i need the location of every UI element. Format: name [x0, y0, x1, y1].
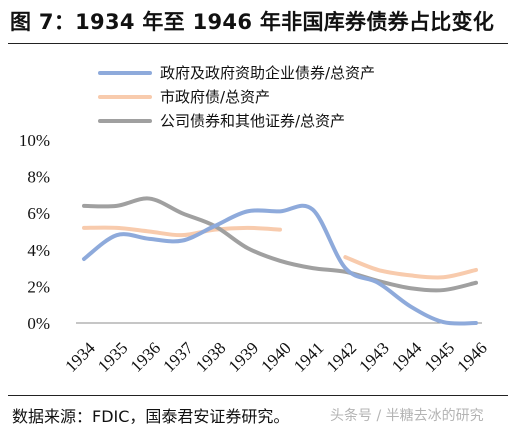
series-3-point-1945 — [441, 288, 445, 292]
y-tick-label: 0% — [27, 314, 50, 333]
x-tick-label: 1940 — [257, 338, 294, 375]
series-3-point-1941 — [311, 266, 315, 270]
y-tick-label: 8% — [27, 168, 50, 187]
series-1-point-1941 — [311, 207, 315, 212]
legend-label-3: 公司债券和其他证券/总资产 — [160, 112, 345, 130]
x-tick-label: 1945 — [421, 338, 458, 375]
series-line-1 — [82, 203, 478, 326]
y-tick-label: 10% — [19, 131, 50, 150]
x-tick-label: 1937 — [159, 338, 197, 376]
watermark: 头条号 / 半糖去冰的研究 — [330, 408, 484, 424]
series-1-point-1936 — [147, 237, 151, 241]
series-2-point-1934 — [82, 226, 86, 230]
series-1-point-1945 — [441, 320, 445, 324]
series-2-point-1946 — [474, 268, 478, 272]
series-3-point-1934 — [82, 204, 86, 208]
series-1-point-1937 — [180, 239, 184, 243]
series-2-point-1943 — [376, 268, 380, 272]
series-group — [82, 196, 478, 326]
y-tick-label: 2% — [27, 277, 50, 296]
series-3-point-1936 — [147, 196, 151, 201]
series-2-point-1942 — [343, 255, 347, 259]
series-2-point-1937 — [180, 233, 184, 237]
title-rule — [8, 43, 508, 44]
x-tick-label: 1946 — [453, 338, 490, 375]
series-3-point-1944 — [409, 286, 413, 290]
series-1-point-1938 — [213, 224, 217, 228]
series-1-point-1935 — [115, 233, 119, 237]
series-1-point-1934 — [82, 257, 86, 261]
series-1-point-1943 — [376, 281, 380, 285]
series-3-point-1940 — [278, 259, 282, 263]
legend-label-2: 市政府债/总资产 — [160, 88, 270, 106]
series-3-point-1946 — [474, 281, 478, 285]
x-tick-label: 1935 — [94, 338, 131, 375]
series-1-point-1942 — [343, 266, 347, 270]
x-tick-label: 1938 — [192, 338, 229, 375]
x-tick-label: 1942 — [323, 338, 360, 375]
source-rule — [8, 395, 508, 396]
series-1-point-1940 — [278, 209, 282, 213]
x-tick-label: 1934 — [61, 338, 99, 376]
series-2-point-1945 — [441, 275, 445, 279]
x-tick-label: 1944 — [388, 338, 426, 376]
series-2-point-1935 — [115, 226, 119, 230]
source-note: 数据来源：FDIC，国泰君安证券研究。 — [12, 407, 290, 426]
x-tick-label: 1943 — [355, 338, 392, 375]
x-tick-label: 1941 — [290, 338, 327, 375]
series-3-point-1939 — [245, 246, 249, 250]
series-1-point-1944 — [409, 304, 413, 309]
x-tick-label: 1939 — [225, 338, 262, 375]
x-tick-label: 1936 — [127, 338, 164, 375]
series-3-point-1935 — [115, 204, 119, 208]
series-2-point-1938 — [213, 228, 217, 232]
figure-title: 图 7：1934 年至 1946 年非国库券债券占比变化 — [10, 10, 495, 34]
series-2-point-1939 — [245, 226, 249, 230]
series-2-point-1940 — [278, 228, 282, 232]
series-1-point-1939 — [245, 209, 249, 213]
y-tick-label: 4% — [27, 241, 50, 260]
series-3-point-1937 — [180, 211, 184, 215]
series-1-point-1946 — [474, 321, 478, 325]
y-tick-label: 6% — [27, 204, 50, 223]
series-2-point-1944 — [409, 273, 413, 278]
series-2-point-1936 — [147, 229, 151, 234]
legend-label-1: 政府及政府资助企业债券/总资产 — [160, 64, 375, 82]
